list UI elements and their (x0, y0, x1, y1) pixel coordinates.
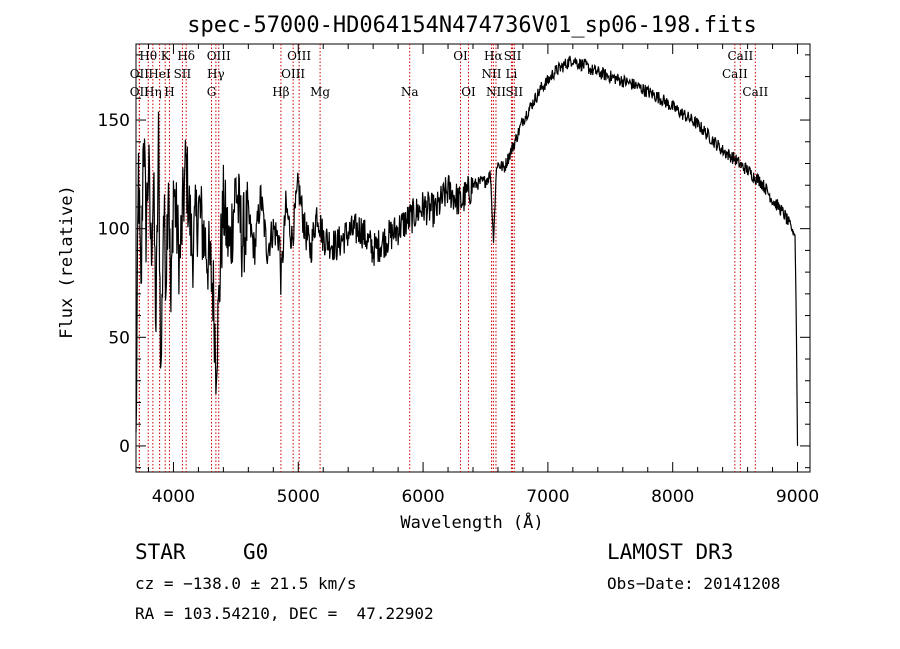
line-marker-label: OII (130, 67, 150, 81)
x-tick-label: 9000 (776, 487, 819, 507)
y-tick-label: 100 (98, 220, 130, 240)
line-marker-label: SII (504, 49, 522, 63)
flux-series-line (135, 55, 799, 446)
spectrum-chart: spec-57000-HD064154N474736V01_sp06-198.f… (57, 13, 819, 533)
line-marker-label: Mg (310, 85, 330, 99)
observation-date: Obs−Date: 20141208 (607, 574, 781, 593)
line-marker-label: OIII (207, 49, 231, 63)
line-marker-label: Hγ (207, 67, 225, 81)
object-class: STAR (135, 540, 186, 564)
line-marker-label: HeI (148, 67, 171, 81)
line-marker-label: CaII (727, 49, 753, 63)
spectral-subclass: G0 (243, 540, 269, 564)
line-marker-label: Hα (484, 49, 503, 63)
x-axis-label: Wavelength (Å) (400, 511, 543, 533)
line-marker-label: Hδ (177, 49, 195, 63)
line-marker-label: OII (130, 85, 150, 99)
y-tick-label: 50 (108, 328, 130, 348)
line-marker-label: NII (481, 67, 501, 81)
line-marker-label: OI (453, 49, 468, 63)
x-tick-label: 6000 (401, 487, 444, 507)
y-axis-ticks: 0 50 100 150 (98, 54, 810, 469)
line-marker-label: OI (461, 85, 476, 99)
line-marker-label: Hβ (272, 85, 289, 99)
x-tick-label: 5000 (277, 487, 320, 507)
y-tick-label: 0 (119, 437, 130, 457)
line-marker-label: K (161, 49, 171, 63)
line-marker-label: SII (505, 85, 523, 99)
radial-velocity: cz = −138.0 ± 21.5 km/s (135, 574, 357, 593)
coordinates: RA = 103.54210, DEC = 47.22902 (135, 604, 434, 623)
x-tick-label: 4000 (152, 487, 195, 507)
line-marker-label: Hη (144, 85, 162, 99)
line-marker-label: OIII (287, 49, 311, 63)
y-axis-label: Flux (relative) (57, 185, 77, 339)
line-marker-label: OIII (281, 67, 305, 81)
line-marker-label: NII (486, 85, 506, 99)
x-axis-ticks: 4000 5000 6000 7000 8000 9000 (147, 44, 819, 507)
x-tick-label: 8000 (651, 487, 694, 507)
line-marker-label: CaII (722, 67, 748, 81)
line-marker-label: CaII (742, 85, 768, 99)
chart-title: spec-57000-HD064154N474736V01_sp06-198.f… (187, 13, 757, 38)
x-tick-label: 7000 (526, 487, 569, 507)
line-marker-label: G (207, 85, 217, 99)
survey-name: LAMOST DR3 (607, 540, 734, 564)
line-marker-label: SII (174, 67, 192, 81)
y-tick-label: 150 (98, 111, 130, 131)
line-marker-label: Na (401, 85, 419, 99)
line-marker-label: Hθ (139, 49, 157, 63)
plot-frame (135, 43, 811, 473)
line-marker-label: H (164, 85, 174, 99)
line-marker-label: Li (506, 67, 518, 81)
